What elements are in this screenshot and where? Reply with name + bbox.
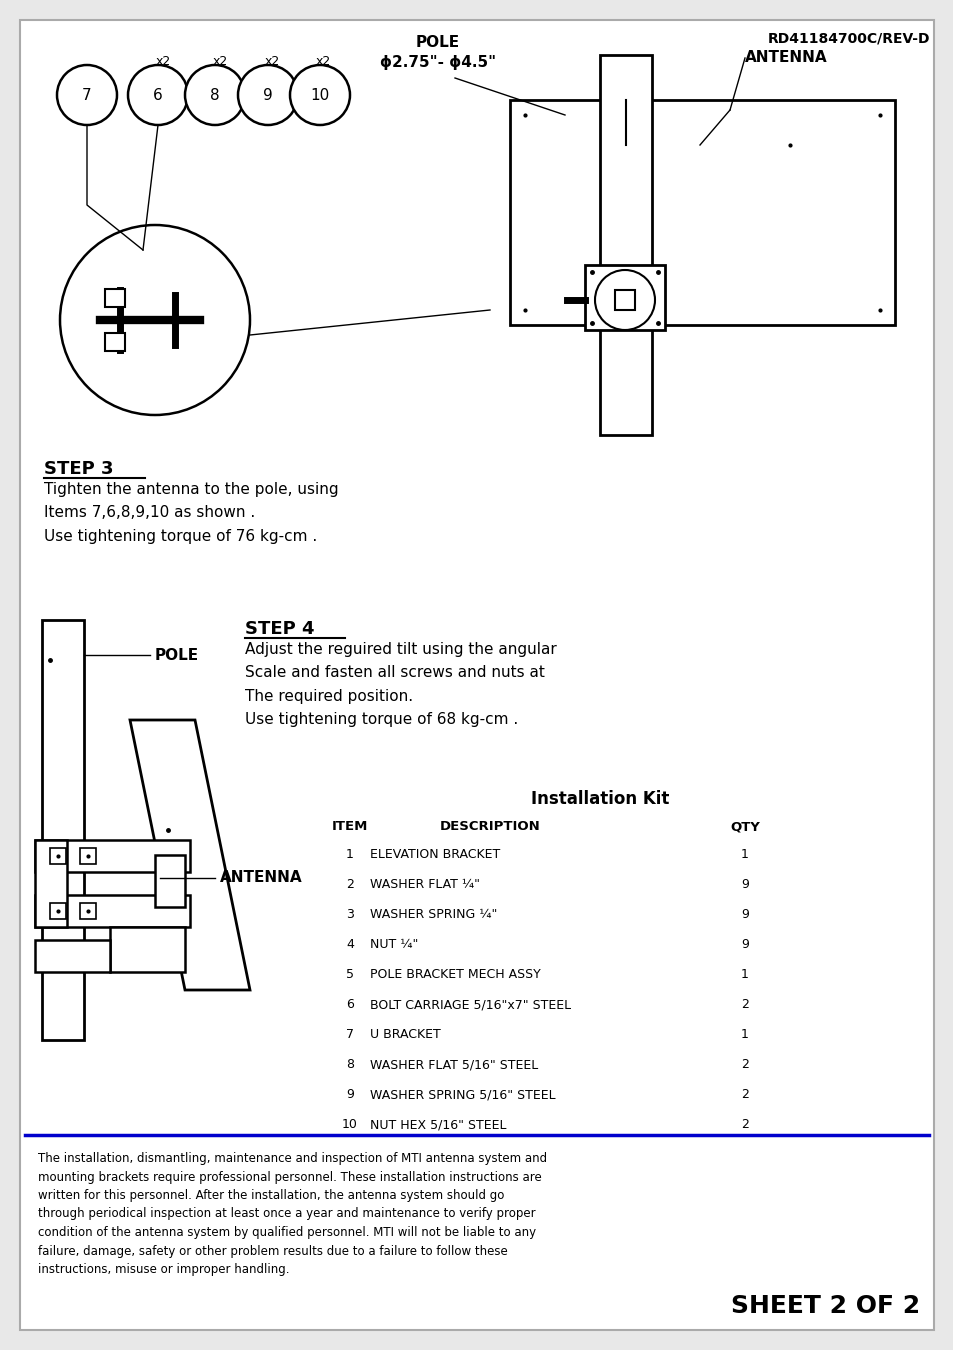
Text: x2: x2: [213, 55, 228, 68]
Text: 7: 7: [346, 1027, 354, 1041]
Text: 6: 6: [153, 88, 163, 103]
Text: x2: x2: [264, 55, 279, 68]
Circle shape: [290, 65, 350, 126]
Text: 4: 4: [346, 938, 354, 950]
Text: Installation Kit: Installation Kit: [530, 790, 668, 809]
Text: ELEVATION BRACKET: ELEVATION BRACKET: [370, 848, 499, 861]
Bar: [510, 100, 894, 325]
Text: 2: 2: [740, 1118, 748, 1131]
Text: WASHER SPRING 5/16" STEEL: WASHER SPRING 5/16" STEEL: [370, 1088, 555, 1102]
Text: ϕ2.75"- ϕ4.5": ϕ2.75"- ϕ4.5": [379, 55, 496, 70]
Bar: [110, 927, 185, 972]
Text: 6: 6: [346, 998, 354, 1011]
Text: 9: 9: [346, 1088, 354, 1102]
Bar: [35, 895, 190, 927]
Polygon shape: [130, 720, 250, 990]
Text: POLE: POLE: [154, 648, 199, 663]
Text: 10: 10: [310, 88, 330, 103]
Circle shape: [595, 270, 655, 329]
Bar: [154, 855, 185, 907]
Text: STEP 3: STEP 3: [44, 460, 113, 478]
Text: 9: 9: [740, 878, 748, 891]
Text: DESCRIPTION: DESCRIPTION: [439, 819, 539, 833]
Circle shape: [185, 65, 245, 126]
Circle shape: [60, 225, 250, 414]
Bar: [80, 848, 96, 864]
Bar: [599, 55, 651, 435]
Bar: [50, 848, 66, 864]
Bar: [42, 620, 84, 1040]
Text: The installation, dismantling, maintenance and inspection of MTI antenna system : The installation, dismantling, maintenan…: [38, 1152, 547, 1276]
Text: WASHER SPRING ¼": WASHER SPRING ¼": [370, 909, 497, 921]
Text: ANTENNA: ANTENNA: [220, 871, 302, 886]
Bar: [80, 903, 96, 919]
Text: BOLT CARRIAGE 5/16"x7" STEEL: BOLT CARRIAGE 5/16"x7" STEEL: [370, 998, 571, 1011]
Text: NUT HEX 5/16" STEEL: NUT HEX 5/16" STEEL: [370, 1118, 506, 1131]
Bar: [105, 333, 125, 351]
Text: 3: 3: [346, 909, 354, 921]
Bar: [35, 840, 67, 927]
Text: 8: 8: [346, 1058, 354, 1071]
Text: 1: 1: [740, 1027, 748, 1041]
Text: 2: 2: [740, 998, 748, 1011]
Text: 9: 9: [740, 909, 748, 921]
Text: ITEM: ITEM: [332, 819, 368, 833]
Text: Adjust the reguired tilt using the angular
Scale and fasten all screws and nuts : Adjust the reguired tilt using the angul…: [245, 643, 557, 728]
Text: POLE: POLE: [416, 35, 459, 50]
Text: WASHER FLAT 5/16" STEEL: WASHER FLAT 5/16" STEEL: [370, 1058, 537, 1071]
Bar: [615, 290, 635, 310]
Text: QTY: QTY: [729, 819, 760, 833]
Text: 10: 10: [342, 1118, 357, 1131]
Text: 8: 8: [210, 88, 219, 103]
Text: POLE BRACKET MECH ASSY: POLE BRACKET MECH ASSY: [370, 968, 540, 981]
Text: 2: 2: [740, 1058, 748, 1071]
Text: x2: x2: [315, 55, 331, 68]
Text: 1: 1: [346, 848, 354, 861]
Text: x2: x2: [155, 55, 171, 68]
Bar: [35, 940, 110, 972]
Text: 7: 7: [82, 88, 91, 103]
Circle shape: [57, 65, 117, 126]
Text: STEP 4: STEP 4: [245, 620, 314, 639]
Text: Tighten the antenna to the pole, using
Items 7,6,8,9,10 as shown .
Use tightenin: Tighten the antenna to the pole, using I…: [44, 482, 338, 544]
Text: 1: 1: [740, 848, 748, 861]
Text: SHEET 2 OF 2: SHEET 2 OF 2: [730, 1295, 919, 1318]
Text: RD41184700C/REV-D: RD41184700C/REV-D: [767, 32, 929, 46]
Bar: [50, 903, 66, 919]
Text: 2: 2: [346, 878, 354, 891]
Text: 9: 9: [740, 938, 748, 950]
Text: U BRACKET: U BRACKET: [370, 1027, 440, 1041]
Bar: [105, 289, 125, 306]
Text: ANTENNA: ANTENNA: [744, 50, 827, 65]
Text: WASHER FLAT ¼": WASHER FLAT ¼": [370, 878, 479, 891]
Text: 1: 1: [740, 968, 748, 981]
Text: 2: 2: [740, 1088, 748, 1102]
Text: 9: 9: [263, 88, 273, 103]
Bar: [35, 840, 190, 872]
Text: NUT ¼": NUT ¼": [370, 938, 418, 950]
Bar: [584, 265, 664, 329]
Circle shape: [237, 65, 297, 126]
Text: 5: 5: [346, 968, 354, 981]
Circle shape: [128, 65, 188, 126]
